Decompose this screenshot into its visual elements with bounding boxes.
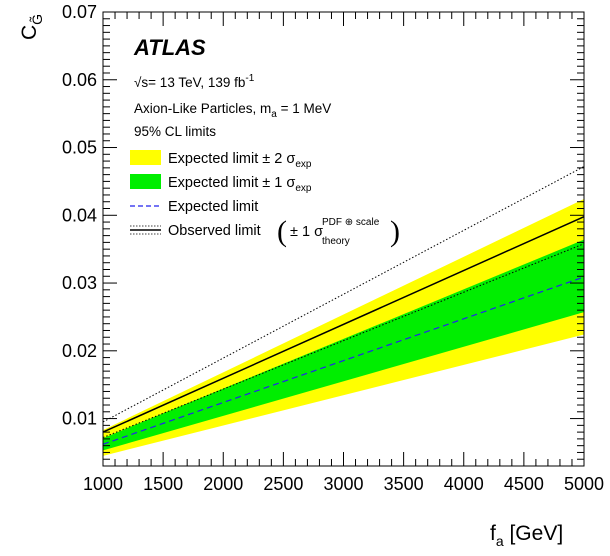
legend: Expected limit ± 2 σexp Expected limit ±…: [130, 150, 400, 248]
x-tick-label: 2500: [263, 474, 303, 494]
plot-area: 1000 1500 2000 2500 3000 3500 4000 4500 5000 0.01…: [62, 2, 604, 494]
y-tick-label: 0.03: [62, 273, 97, 293]
y-tick-label: 0.04: [62, 205, 97, 225]
y-tick-label: 0.01: [62, 409, 97, 429]
right-paren: ): [390, 215, 400, 248]
theory-prefix: ± 1 σ: [290, 224, 323, 240]
x-axis-title: fa [GeV]: [490, 522, 563, 549]
model-label: Axion-Like Particles, ma = 1 MeV: [134, 101, 331, 120]
legend-label-observed: Observed limit: [168, 223, 261, 239]
x-tick-label: 4500: [504, 474, 544, 494]
observed-theory-down-line: [102, 243, 585, 439]
model-suffix: = 1 MeV: [277, 101, 331, 116]
y-axis-title: CG̃: [18, 14, 45, 40]
y-tick-label: 0.07: [62, 2, 97, 22]
y-tick-label: 0.02: [62, 341, 97, 361]
x-tick-label: 5000: [564, 474, 604, 494]
energy-lumi-label: √s= 13 TeV, 139 fb-1: [134, 73, 255, 90]
model-prefix: Axion-Like Particles, m: [134, 101, 271, 116]
model-subscript: a: [271, 109, 277, 120]
atlas-label: ATLAS: [133, 35, 206, 60]
y-tick-label: 0.05: [62, 138, 97, 158]
expected-limit-line: [102, 276, 585, 445]
theory-superscript: PDF ⊕ scale: [322, 217, 380, 228]
legend-label-1sigma: Expected limit ± 1 σexp: [168, 175, 312, 194]
x-tick-label: 2000: [203, 474, 243, 494]
y-tick-label: 0.06: [62, 70, 97, 90]
energy-text: = 13 TeV, 139 fb: [148, 75, 245, 90]
theory-subscript: theory: [322, 236, 350, 247]
x-tick-label: 3000: [323, 474, 363, 494]
legend-label-expected: Expected limit: [168, 199, 258, 215]
legend-swatch-2sigma: [130, 150, 161, 165]
x-tick-label: 1000: [83, 474, 123, 494]
legend-theory-bracket: ( ± 1 σ PDF ⊕ scale theory ): [277, 215, 400, 248]
left-paren: (: [277, 215, 287, 248]
x-tick-label: 4000: [444, 474, 484, 494]
lumi-exponent: -1: [245, 73, 254, 84]
legend-label-2sigma: Expected limit ± 2 σexp: [168, 151, 312, 170]
legend-swatch-1sigma: [130, 174, 161, 189]
svg-text:CG̃: CG̃: [18, 14, 45, 40]
svg-text:Axion-Like Particles, ma = 1 M: Axion-Like Particles, ma = 1 MeV: [134, 101, 331, 120]
x-tick-label: 1500: [143, 474, 183, 494]
observed-limit-line: [102, 215, 585, 433]
svg-text:√s= 13 TeV, 139 fb-1: √s= 13 TeV, 139 fb-1: [134, 73, 255, 90]
x-tick-label: 3500: [384, 474, 424, 494]
sqrt-glyph: √s: [134, 75, 148, 90]
cl-label: 95% CL limits: [134, 124, 216, 139]
